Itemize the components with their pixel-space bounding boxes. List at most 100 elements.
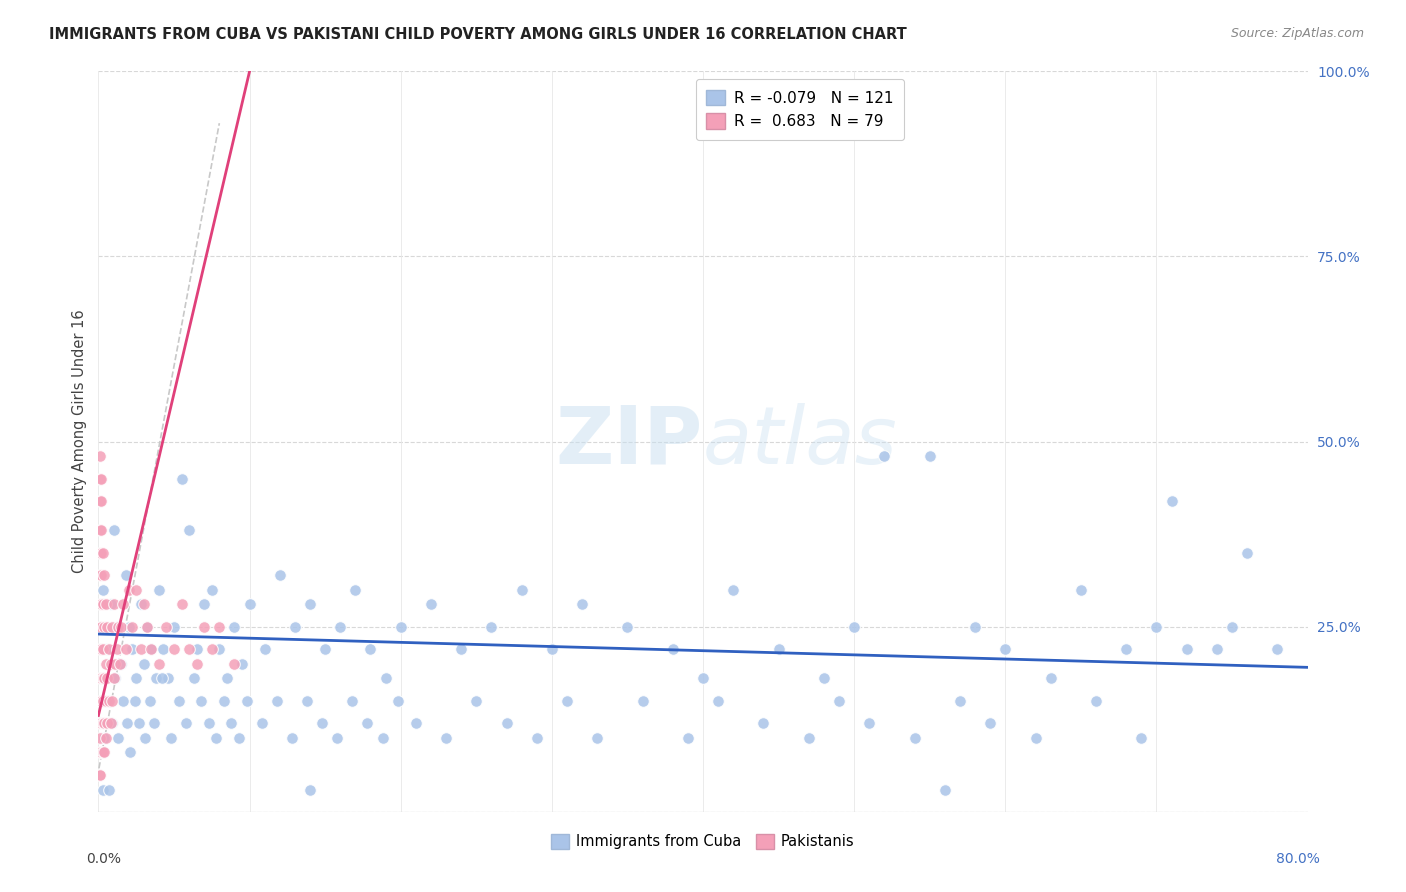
Point xyxy=(253,641,276,656)
Point xyxy=(91,672,114,686)
Point xyxy=(1039,672,1062,686)
Point xyxy=(89,450,111,464)
Point xyxy=(465,694,488,708)
Point xyxy=(661,641,683,656)
Point xyxy=(94,641,117,656)
Point xyxy=(1085,694,1108,708)
Y-axis label: Child Poverty Among Girls Under 16: Child Poverty Among Girls Under 16 xyxy=(72,310,87,574)
Point xyxy=(1267,641,1289,656)
Point xyxy=(90,641,112,656)
Text: 0.0%: 0.0% xyxy=(86,853,121,866)
Point xyxy=(190,694,212,708)
Point xyxy=(540,641,562,656)
Point xyxy=(281,731,304,745)
Point xyxy=(89,694,111,708)
Point xyxy=(103,672,125,686)
Point xyxy=(201,641,224,656)
Point xyxy=(387,694,409,708)
Text: Source: ZipAtlas.com: Source: ZipAtlas.com xyxy=(1230,27,1364,40)
Point xyxy=(89,731,111,745)
Point xyxy=(90,619,112,633)
Point xyxy=(132,657,155,671)
Point xyxy=(676,731,699,745)
Point xyxy=(89,767,111,781)
Point xyxy=(110,657,132,671)
Point xyxy=(118,582,141,597)
Point xyxy=(224,619,246,633)
Point xyxy=(110,619,132,633)
Point xyxy=(228,731,250,745)
Point xyxy=(141,641,163,656)
Point xyxy=(965,619,987,633)
Point xyxy=(405,715,427,730)
Point xyxy=(201,582,224,597)
Point xyxy=(89,746,111,760)
Point xyxy=(420,598,443,612)
Text: 80.0%: 80.0% xyxy=(1275,853,1320,866)
Point xyxy=(114,567,136,582)
Point xyxy=(100,598,122,612)
Point xyxy=(163,641,186,656)
Point xyxy=(208,641,231,656)
Point xyxy=(91,746,114,760)
Point xyxy=(91,641,114,656)
Point xyxy=(128,715,150,730)
Point xyxy=(91,694,114,708)
Point xyxy=(344,582,367,597)
Point xyxy=(135,619,157,633)
Point xyxy=(91,598,114,612)
Point xyxy=(93,567,115,582)
Point xyxy=(707,694,730,708)
Point xyxy=(93,619,115,633)
Point xyxy=(1115,641,1137,656)
Point xyxy=(111,598,134,612)
Point xyxy=(250,715,273,730)
Point xyxy=(526,731,548,745)
Point xyxy=(571,598,593,612)
Point xyxy=(111,694,134,708)
Point xyxy=(586,731,609,745)
Point xyxy=(98,641,121,656)
Point xyxy=(235,694,257,708)
Point xyxy=(115,715,138,730)
Point xyxy=(266,694,288,708)
Point xyxy=(155,619,177,633)
Point xyxy=(1206,641,1229,656)
Point xyxy=(132,598,155,612)
Point xyxy=(299,782,322,797)
Point xyxy=(904,731,927,745)
Point xyxy=(979,715,1001,730)
Point xyxy=(752,715,775,730)
Point xyxy=(94,657,117,671)
Point xyxy=(89,546,111,560)
Point xyxy=(631,694,654,708)
Point xyxy=(124,694,146,708)
Point xyxy=(145,672,167,686)
Point xyxy=(90,493,112,508)
Point xyxy=(434,731,457,745)
Point xyxy=(90,546,112,560)
Point xyxy=(828,694,851,708)
Point xyxy=(1175,641,1198,656)
Point xyxy=(208,619,231,633)
Point xyxy=(183,672,205,686)
Point xyxy=(120,746,142,760)
Point xyxy=(374,672,396,686)
Point xyxy=(205,731,228,745)
Point xyxy=(170,471,193,485)
Point xyxy=(918,450,941,464)
Point xyxy=(148,657,170,671)
Point xyxy=(104,657,127,671)
Point xyxy=(101,715,124,730)
Text: ZIP: ZIP xyxy=(555,402,703,481)
Point xyxy=(1070,582,1092,597)
Point xyxy=(616,619,638,633)
Point xyxy=(994,641,1017,656)
Point xyxy=(510,582,533,597)
Point xyxy=(329,619,352,633)
Point xyxy=(96,715,118,730)
Point xyxy=(89,471,111,485)
Point xyxy=(121,619,143,633)
Point xyxy=(139,694,162,708)
Point xyxy=(692,672,714,686)
